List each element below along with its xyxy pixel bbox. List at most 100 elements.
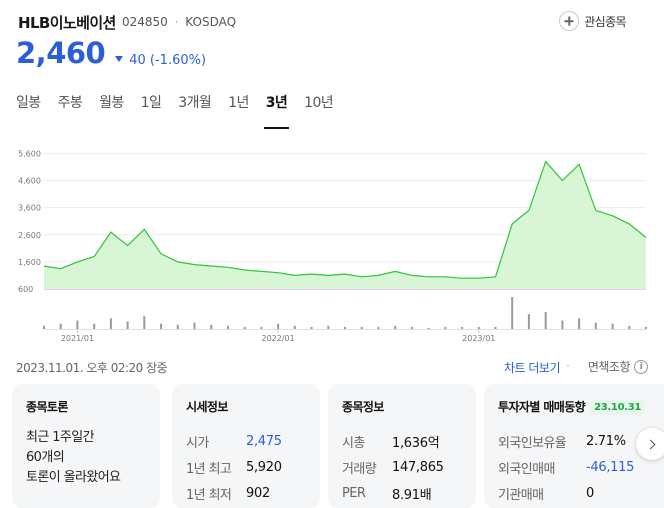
volume-bar [193, 322, 196, 329]
tab-weekly[interactable]: 주봉 [57, 95, 83, 111]
kv-key: 시총 [342, 435, 365, 451]
stock-info-title: 종목정보 [342, 400, 384, 414]
volume-bar [59, 323, 62, 329]
timestamp: 2023.11.01. 오후 02:20 장중 [16, 361, 168, 375]
tab-1-year[interactable]: 1년 [228, 95, 249, 111]
volume-bar [377, 326, 380, 329]
volume-bar [160, 323, 163, 329]
next-card-button[interactable] [636, 428, 664, 460]
info-row-volume: 거래량 147,865 [342, 454, 462, 480]
volume-bar [410, 326, 413, 329]
info-cards: 종목토론 최근 1주일간 60개의 토론이 올라왔어요 시세정보 시가 2,47… [12, 384, 664, 508]
stock-header: HLB이노베이션 024850 · KOSDAQ 관심종목 [18, 10, 652, 34]
y-tick-label: 1,600 [18, 258, 41, 267]
disclaimer-link[interactable]: 면책조항 i [588, 358, 648, 375]
market-row-open: 시가 2,475 [186, 428, 306, 454]
kv-key: 시가 [186, 435, 209, 451]
meta-separator: · [174, 15, 179, 29]
kv-value: 2,475 [246, 433, 282, 449]
tab-3-months[interactable]: 3개월 [178, 95, 212, 111]
x-tick-label: 2023/01 [462, 334, 495, 343]
chart-footer: 2023.11.01. 오후 02:20 장중 차트 더보기 · 면책조항 i [16, 358, 648, 376]
current-price: 2,460 [16, 36, 106, 70]
market-info-title: 시세정보 [186, 400, 228, 414]
volume-bar [628, 325, 631, 329]
tab-monthly[interactable]: 월봉 [99, 95, 124, 111]
stock-code: 024850 [122, 15, 168, 29]
x-tick-label: 2021/01 [61, 334, 94, 343]
y-tick-label: 4,600 [18, 177, 41, 186]
volume-bar [645, 326, 647, 329]
x-tick-label: 2022/01 [261, 334, 294, 343]
kv-value: 147,865 [392, 459, 444, 475]
volume-bar [561, 320, 564, 329]
market-info-card[interactable]: 시세정보 시가 2,475 1년 최고 5,920 1년 최저 902 [172, 384, 320, 508]
date-badge: 23.10.31 [590, 400, 646, 415]
volume-bar [360, 326, 363, 329]
volume-bar [176, 324, 179, 329]
chevron-right-icon [645, 439, 656, 449]
discussion-line: 60개의 [26, 450, 65, 465]
tab-1-day[interactable]: 1일 [140, 95, 162, 111]
volume-bar [310, 326, 313, 329]
discussion-card[interactable]: 종목토론 최근 1주일간 60개의 토론이 올라왔어요 [12, 384, 160, 508]
volume-bar [578, 318, 581, 329]
volume-bar [444, 326, 447, 329]
tab-daily[interactable]: 일봉 [16, 95, 41, 111]
add-favorite-button[interactable]: 관심종목 [559, 10, 627, 32]
price-chart[interactable]: 5,600 4,600 3,600 2,600 1,600 600 2021/01 2022/… [0, 140, 664, 346]
volume-bar [427, 327, 430, 329]
volume-bar [243, 326, 246, 329]
price-chart-svg: 5,600 4,600 3,600 2,600 1,600 600 2021/01 2022/… [18, 149, 647, 343]
price-change-value: 40 (-1.60%) [129, 52, 207, 68]
stock-code-market: 024850 · KOSDAQ [122, 15, 236, 29]
kv-key: PER [342, 485, 366, 501]
volume-bar [344, 326, 346, 329]
market-row-high: 1년 최고 5,920 [186, 454, 306, 480]
volume-bar [126, 321, 129, 329]
volume-bar [109, 318, 112, 329]
volume-bar [327, 325, 330, 329]
volume-bar [594, 322, 597, 329]
volume-bar [611, 323, 614, 329]
period-tabs: 일봉 주봉 월봉 1일 3개월 1년 3년 10년 [16, 92, 350, 130]
investor-row-foreign-ratio: 외국인보유율 2.71% [498, 428, 658, 454]
volume-bar [293, 325, 296, 329]
investor-trend-label: 투자자별 매매동향 [498, 400, 586, 414]
price-change: 40 (-1.60%) [115, 53, 206, 68]
kv-value: 2.71% [586, 433, 626, 449]
kv-value: 8.91배 [392, 487, 432, 503]
stock-info-card[interactable]: 종목정보 시총 1,636억 거래량 147,865 PER 8.91배 [328, 384, 476, 508]
chart-more-link[interactable]: 차트 더보기 [503, 361, 561, 375]
volume-bar [226, 325, 229, 329]
y-tick-label: 2,600 [18, 231, 41, 240]
investor-trend-title: 투자자별 매매동향 23.10.31 [498, 398, 658, 415]
investor-row-institution-trade: 기관매매 0 [498, 480, 658, 506]
volume-bar [511, 297, 514, 329]
volume-bar [477, 326, 480, 329]
market-row-low: 1년 최저 902 [186, 480, 306, 506]
volume-bar [527, 314, 530, 329]
tab-10-years[interactable]: 10년 [304, 95, 334, 111]
plus-icon [559, 11, 580, 31]
investor-row-foreign-trade: 외국인매매 -46,115 [498, 454, 658, 480]
discussion-title: 종목토론 [26, 400, 68, 414]
discussion-line: 토론이 올라왔어요 [26, 470, 121, 485]
kv-key: 거래량 [342, 461, 377, 477]
investor-trend-card[interactable]: 투자자별 매매동향 23.10.31 외국인보유율 2.71% 외국인매매 -46… [484, 384, 664, 508]
kv-key: 1년 최저 [186, 487, 232, 503]
info-row-per: PER 8.91배 [342, 480, 462, 506]
y-tick-label: 3,600 [18, 204, 41, 213]
down-arrow-icon [115, 56, 124, 62]
volume-bar [277, 323, 280, 329]
volume-bar [93, 323, 96, 329]
kv-key: 외국인매매 [498, 461, 555, 477]
tab-3-years[interactable]: 3년 [263, 92, 290, 130]
y-tick-label: 5,600 [18, 149, 41, 158]
volume-bar [43, 325, 45, 329]
y-tick-label: 600 [18, 285, 33, 294]
volume-bar [394, 325, 397, 329]
volume-bar [494, 326, 497, 329]
volume-bar [260, 326, 263, 329]
volume-bar [544, 311, 547, 329]
